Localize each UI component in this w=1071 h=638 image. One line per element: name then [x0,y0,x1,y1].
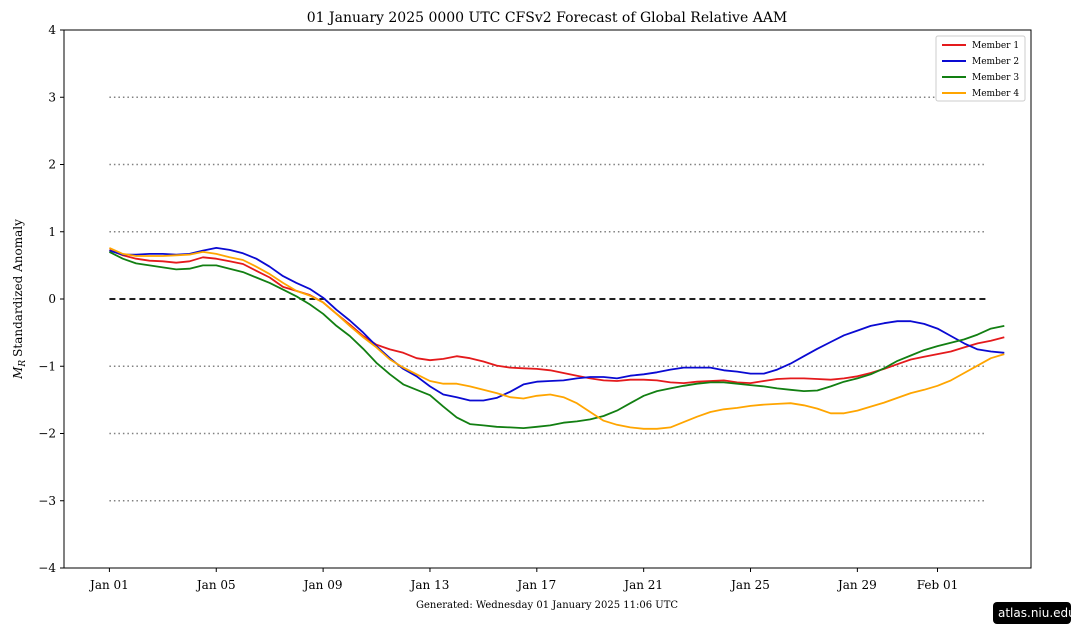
y-tick-label: 1 [48,225,56,239]
y-axis-label-text: Standardized Anomaly [11,219,25,357]
x-tick-label: Jan 13 [409,578,450,592]
plot-frame [63,29,1032,569]
legend: Member 1 Member 2 Member 3 Member 4 [935,35,1026,102]
x-axis: Jan 01 Jan 05 Jan 09 Jan 13 Jan 17 Jan 21 Jan … [88,568,958,592]
y-tick-label: 4 [48,23,56,37]
y-tick-label: −4 [38,561,56,575]
y-axis: −4 −3 −2 −1 0 1 2 3 4 [38,23,64,575]
y-tick-label: −2 [38,427,56,441]
x-tick-label: Jan 05 [195,578,236,592]
y-axis-label-subscript: R [18,360,28,368]
y-axis-label: MR Standardized Anomaly [11,219,28,380]
x-tick-label: Jan 09 [302,578,343,592]
x-tick-label: Jan 29 [836,578,877,592]
reference-lines [109,96,986,502]
series-line-member-2 [109,247,1005,402]
watermark-badge[interactable]: atlas.niu.edu [993,602,1071,624]
legend-entry-label: Member 1 [972,41,1019,51]
legend-entry-label: Member 4 [972,89,1019,99]
x-tick-label: Jan 01 [88,578,129,592]
legend-entry-label: Member 2 [972,57,1019,67]
legend-box [935,35,1026,102]
x-tick-label: Feb 01 [917,578,959,592]
series-line-member-1 [109,249,1005,384]
y-tick-label: −3 [38,494,56,508]
legend-entry-label: Member 3 [972,73,1019,83]
x-tick-label: Jan 21 [622,578,663,592]
series-lines [108,247,1005,430]
series-line-member-3 [108,251,1005,429]
chart-title: 01 January 2025 0000 UTC CFSv2 Forecast … [307,10,788,26]
x-tick-label: Jan 17 [515,578,556,592]
y-tick-label: 0 [48,292,56,306]
series-line-member-4 [109,247,1005,430]
y-axis-label-symbol: M [11,366,25,380]
x-tick-label: Jan 25 [729,578,770,592]
y-tick-label: 3 [48,90,56,104]
generated-footer: Generated: Wednesday 01 January 2025 11:… [416,600,678,611]
y-tick-label: −1 [38,359,56,373]
y-tick-label: 2 [48,158,56,172]
